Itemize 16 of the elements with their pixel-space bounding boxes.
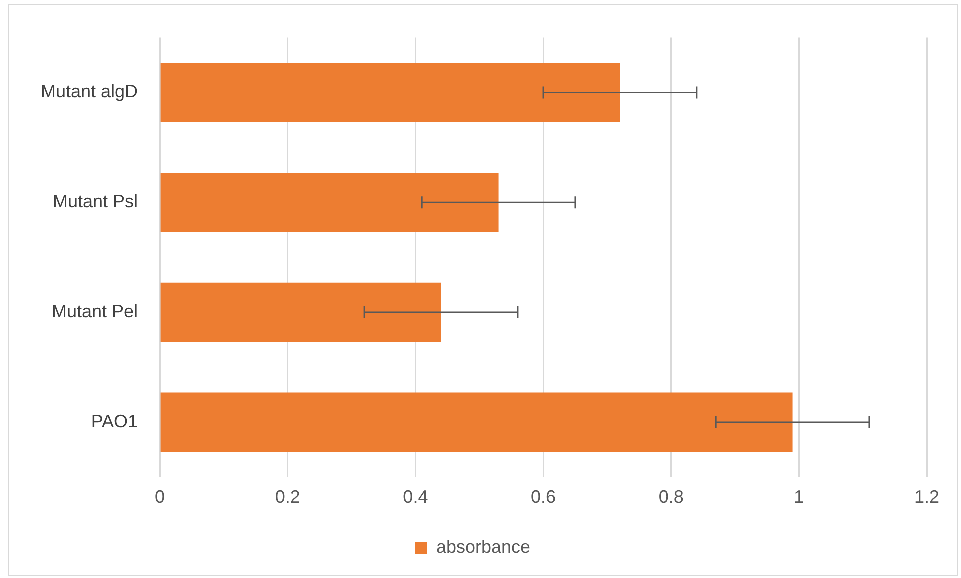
bar bbox=[160, 392, 793, 452]
bar bbox=[160, 172, 499, 232]
legend-label: absorbance bbox=[436, 536, 531, 557]
x-tick-label: 1.2 bbox=[914, 487, 940, 508]
x-tick-label: 1 bbox=[794, 487, 804, 508]
y-tick-label: Mutant Pel bbox=[52, 302, 138, 322]
x-tick-label: 0.4 bbox=[403, 487, 428, 508]
bar bbox=[160, 282, 442, 342]
y-tick-label: Mutant Psl bbox=[53, 192, 138, 212]
x-tick-label: 0.2 bbox=[275, 487, 300, 508]
y-tick-label: Mutant algD bbox=[40, 82, 138, 102]
bar bbox=[160, 63, 620, 122]
x-tick-label: 0.6 bbox=[531, 487, 556, 508]
x-tick-label: 0 bbox=[155, 487, 166, 508]
y-tick-label: PAO1 bbox=[91, 411, 138, 432]
x-tick-label: 0.8 bbox=[658, 487, 684, 508]
